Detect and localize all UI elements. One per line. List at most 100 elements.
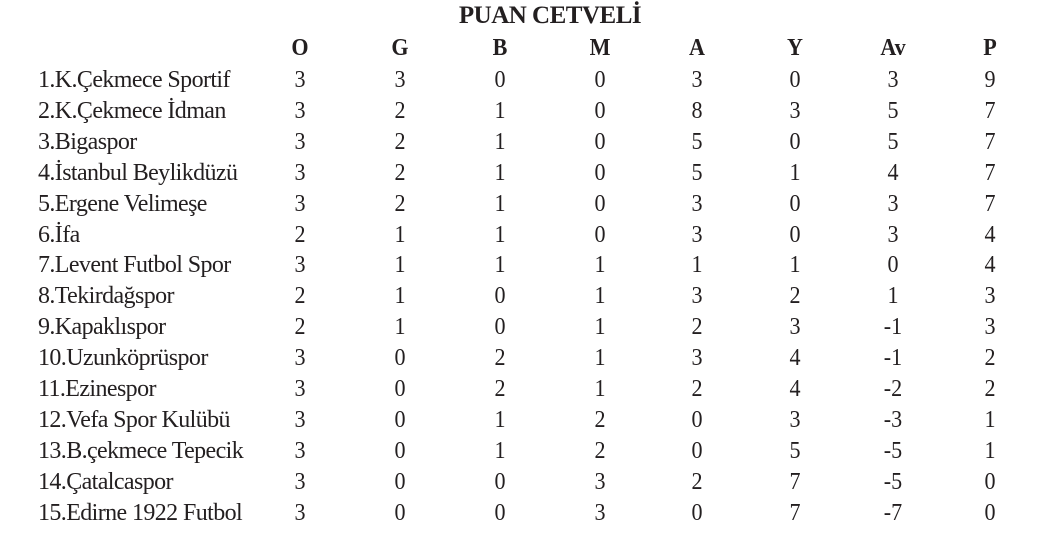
cell-p: 0 [984, 468, 996, 495]
cell-g: 0 [394, 345, 406, 372]
cell-av: -7 [883, 499, 903, 526]
cell-g: 1 [394, 283, 406, 310]
cell-g: 0 [394, 468, 406, 495]
cell-a: 3 [691, 190, 703, 217]
header-row: O G B M A Y Av P [0, 33, 1058, 63]
cell-m: 2 [594, 406, 606, 433]
cell-o: 2 [294, 314, 306, 341]
column-header-g: G [391, 35, 409, 61]
cell-o: 3 [294, 499, 306, 526]
table-row: 1.K.Çekmece Sportif 3 3 0 0 3 0 3 9 [0, 65, 1058, 95]
table-row: 11.Ezinespor 3 0 2 1 2 4 -2 2 [0, 374, 1058, 404]
cell-g: 0 [394, 499, 406, 526]
cell-b: 2 [494, 376, 506, 402]
cell-o: 3 [294, 406, 306, 433]
cell-o: 3 [294, 437, 306, 464]
cell-y: 5 [789, 437, 801, 464]
cell-m: 1 [594, 283, 606, 310]
team-name: 3.Bigaspor [38, 128, 137, 155]
cell-p: 1 [984, 437, 996, 464]
cell-p: 3 [984, 314, 996, 341]
team-name: 1.K.Çekmece Sportif [38, 67, 230, 93]
team-name: 13.B.çekmece Tepecik [38, 437, 244, 464]
cell-o: 2 [294, 221, 306, 248]
cell-a: 8 [691, 97, 703, 124]
cell-av: 0 [887, 252, 899, 279]
cell-y: 0 [789, 190, 801, 217]
cell-y: 1 [789, 252, 801, 279]
team-name: 4.İstanbul Beylikdüzü [38, 159, 238, 186]
cell-a: 0 [691, 437, 703, 464]
cell-m: 3 [594, 468, 606, 495]
cell-a: 0 [691, 406, 703, 433]
cell-b: 2 [494, 345, 506, 372]
cell-p: 7 [984, 97, 996, 124]
cell-a: 2 [691, 314, 703, 341]
team-name: 9.Kapaklıspor [38, 314, 166, 341]
table-row: 3.Bigaspor 3 2 1 0 5 0 5 7 [0, 127, 1058, 157]
table-row: 13.B.çekmece Tepecik 3 0 1 2 0 5 -5 1 [0, 436, 1058, 466]
cell-a: 3 [691, 345, 703, 372]
cell-y: 3 [789, 97, 801, 124]
column-header-y: Y [787, 35, 803, 61]
table-row: 12.Vefa Spor Kulübü 3 0 1 2 0 3 -3 1 [0, 405, 1058, 435]
cell-b: 0 [494, 499, 506, 526]
cell-b: 1 [494, 252, 506, 279]
cell-y: 7 [789, 499, 801, 526]
table-row: 10.Uzunköprüspor 3 0 2 1 3 4 -1 2 [0, 343, 1058, 373]
team-name: 11.Ezinespor [38, 376, 156, 402]
cell-p: 1 [984, 406, 996, 433]
cell-p: 7 [984, 190, 996, 217]
cell-y: 3 [789, 406, 801, 433]
cell-av: 1 [887, 283, 899, 310]
cell-av: -5 [883, 468, 903, 495]
cell-b: 1 [494, 128, 506, 155]
cell-av: 4 [887, 159, 899, 186]
cell-m: 1 [594, 252, 606, 279]
column-header-av: Av [880, 35, 906, 61]
table-row: 5.Ergene Velimeşe 3 2 1 0 3 0 3 7 [0, 189, 1058, 219]
cell-p: 0 [984, 499, 996, 526]
cell-m: 1 [594, 376, 606, 402]
column-header-b: B [492, 35, 508, 61]
cell-g: 2 [394, 128, 406, 155]
cell-y: 0 [789, 221, 801, 248]
cell-p: 2 [984, 345, 996, 372]
cell-b: 1 [494, 221, 506, 248]
table-row: 15.Edirne 1922 Futbol 3 0 0 3 0 7 -7 0 [0, 498, 1058, 528]
cell-av: -3 [883, 406, 903, 433]
cell-av: 5 [887, 97, 899, 124]
table-row: 14.Çatalcaspor 3 0 0 3 2 7 -5 0 [0, 467, 1058, 497]
cell-m: 0 [594, 97, 606, 124]
cell-m: 0 [594, 190, 606, 217]
cell-o: 3 [294, 376, 306, 402]
cell-av: -1 [883, 314, 903, 341]
team-name: 7.Levent Futbol Spor [38, 252, 231, 279]
cell-av: 3 [887, 190, 899, 217]
cell-b: 1 [494, 190, 506, 217]
column-header-a: A [689, 35, 705, 61]
cell-p: 4 [984, 221, 996, 248]
team-name: 2.K.Çekmece İdman [38, 97, 226, 124]
cell-b: 1 [494, 159, 506, 186]
cell-p: 3 [984, 283, 996, 310]
cell-b: 1 [494, 97, 506, 124]
cell-m: 0 [594, 67, 606, 93]
team-name: 8.Tekirdağspor [38, 283, 174, 310]
cell-a: 5 [691, 128, 703, 155]
cell-a: 1 [691, 252, 703, 279]
cell-b: 0 [494, 283, 506, 310]
cell-g: 0 [394, 376, 406, 402]
cell-o: 3 [294, 67, 306, 93]
cell-g: 2 [394, 97, 406, 124]
cell-p: 4 [984, 252, 996, 279]
cell-o: 3 [294, 252, 306, 279]
cell-g: 1 [394, 252, 406, 279]
team-name: 10.Uzunköprüspor [38, 345, 208, 372]
cell-b: 0 [494, 314, 506, 341]
team-name: 5.Ergene Velimeşe [38, 190, 207, 217]
cell-m: 0 [594, 159, 606, 186]
cell-p: 7 [984, 128, 996, 155]
cell-o: 3 [294, 190, 306, 217]
cell-m: 1 [594, 345, 606, 372]
